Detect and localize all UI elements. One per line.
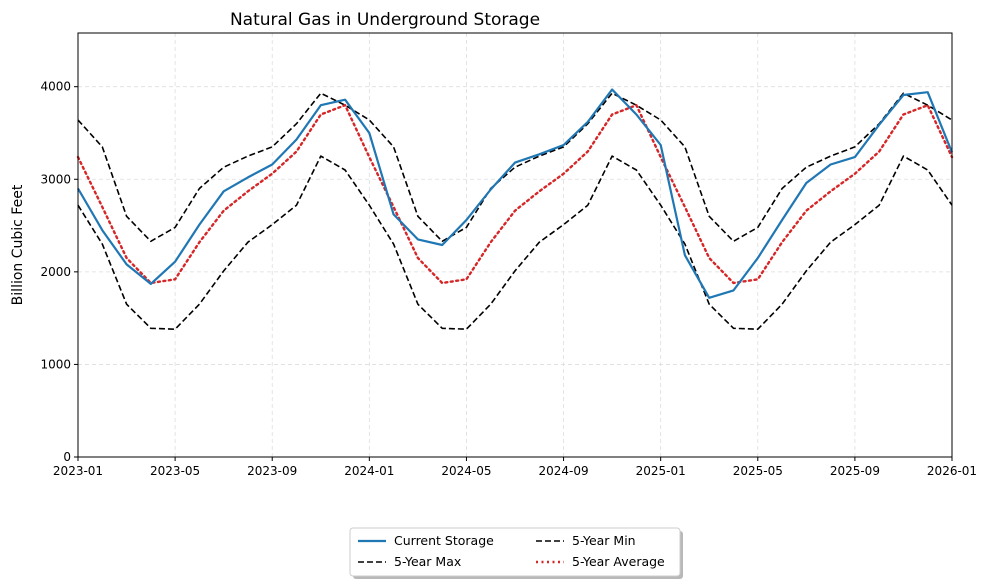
x-tick-label: 2023-05 [150, 464, 200, 478]
legend-label: 5-Year Min [572, 533, 636, 548]
series-line-5-year-min [77, 155, 953, 330]
grid [77, 33, 953, 458]
y-axis-label: Billion Cubic Feet [10, 184, 26, 305]
x-tick-label: 2024-09 [538, 464, 588, 478]
series-line-current-storage [77, 88, 954, 299]
x-tick-label: 2025-05 [733, 464, 783, 478]
x-tick-label: 2025-01 [636, 464, 686, 478]
legend-label: 5-Year Average [572, 554, 665, 569]
x-tick-label: 2026-01 [927, 464, 977, 478]
legend: Current Storage 5-Year Max 5-Year Min 5-Yea… [349, 527, 683, 579]
x-tick-label: 2024-01 [344, 464, 394, 478]
axis-ticks: 0 1000 2000 3000 4000 2023-01 2023-05 2023-09 20… [40, 80, 977, 478]
plot-frame [77, 32, 953, 458]
x-tick-label: 2023-01 [53, 464, 103, 478]
x-tick-label: 2024-05 [441, 464, 491, 478]
y-tick-label: 4000 [40, 80, 71, 94]
series-line-5-year-average [76, 104, 954, 285]
y-tick-label: 2000 [40, 265, 71, 279]
legend-label: 5-Year Max [394, 554, 461, 569]
chart-title: Natural Gas in Underground Storage [230, 10, 540, 30]
y-tick-label: 1000 [40, 357, 71, 371]
y-tick-label: 3000 [40, 172, 71, 186]
series-line-5-year-max [77, 92, 953, 243]
legend-label: Current Storage [394, 533, 494, 548]
series-lines [76, 88, 954, 330]
x-tick-label: 2023-09 [247, 464, 297, 478]
x-tick-label: 2025-09 [830, 464, 880, 478]
y-tick-label: 0 [63, 450, 71, 464]
